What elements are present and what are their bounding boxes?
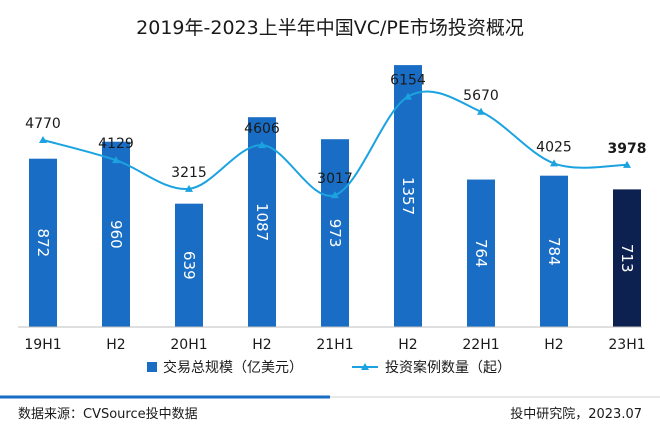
line-point-1	[112, 156, 120, 164]
line-point-5	[404, 92, 412, 100]
line-value-label-1: 4129	[98, 136, 134, 152]
bar-value-label-1: 960	[107, 220, 125, 249]
bar-7	[540, 175, 568, 327]
line-point-3	[258, 141, 266, 149]
bar-4	[321, 139, 349, 327]
bar-1	[102, 141, 130, 327]
line-value-label-3: 4606	[244, 121, 280, 137]
x-ticks-layer: 19H1 H2 20H1 H2 21H1 H2 22H1 H2 23H1	[24, 337, 645, 353]
x-tick-label-8: 23H1	[608, 337, 645, 353]
line-value-label-6: 5670	[463, 88, 499, 104]
x-tick-label-6: 22H1	[462, 337, 499, 353]
x-tick-label-5: H2	[398, 337, 417, 353]
legend: 交易总规模（亿美元） 投资案例数量（起）	[147, 359, 511, 376]
line-labels-layer: 4770 4129 3215 4606 3017 6154 5670 4025 3978	[25, 73, 646, 188]
bar-2	[175, 203, 203, 327]
bar-3	[248, 117, 276, 327]
line-value-label-8: 3978	[608, 141, 647, 157]
x-tick-label-2: 20H1	[170, 337, 207, 353]
x-tick-label-4: 21H1	[316, 337, 353, 353]
line-point-8	[623, 160, 631, 168]
bar-value-label-5: 1357	[399, 177, 417, 215]
x-tick-label-1: H2	[106, 337, 125, 353]
line-value-label-5: 6154	[390, 73, 426, 89]
line-value-label-7: 4025	[536, 139, 572, 155]
x-tick-label-7: H2	[544, 337, 563, 353]
x-tick-label-0: 19H1	[24, 337, 61, 353]
line-point-7	[550, 159, 558, 167]
legend-line-marker	[361, 363, 369, 370]
bar-value-label-8: 713	[618, 244, 636, 273]
bar-value-label-7: 784	[545, 237, 563, 266]
line-point-2	[185, 184, 193, 192]
legend-line-label: 投资案例数量（起）	[385, 359, 511, 376]
bar-value-label-6: 764	[472, 239, 490, 268]
line-markers-layer	[39, 92, 631, 199]
bar-value-label-0: 872	[34, 229, 52, 258]
legend-bar-label: 交易总规模（亿美元）	[163, 359, 303, 376]
line-value-label-2: 3215	[171, 165, 207, 181]
x-tick-label-3: H2	[252, 337, 271, 353]
line-point-0	[39, 136, 47, 144]
line-point-6	[477, 107, 485, 115]
footer-source: 数据来源：CVSource投中数据	[18, 406, 198, 422]
line-value-label-4: 3017	[317, 171, 353, 187]
bar-0	[29, 158, 57, 327]
bar-value-label-3: 1087	[253, 203, 271, 241]
bar-6	[467, 179, 495, 327]
bar-5	[394, 65, 422, 327]
line-value-label-0: 4770	[25, 116, 61, 132]
line-point-4	[331, 191, 339, 199]
bar-8	[613, 189, 641, 327]
bar-value-label-4: 973	[326, 219, 344, 248]
bar-value-label-2: 639	[180, 251, 198, 280]
bars-layer: 872 960 639 1087 973 1357 764 784 713	[29, 65, 641, 327]
footer-credit: 投中研究院，2023.07	[510, 406, 642, 422]
legend-bar-swatch	[147, 362, 157, 372]
chart-title: 2019年-2023上半年中国VC/PE市场投资概况	[136, 17, 524, 39]
